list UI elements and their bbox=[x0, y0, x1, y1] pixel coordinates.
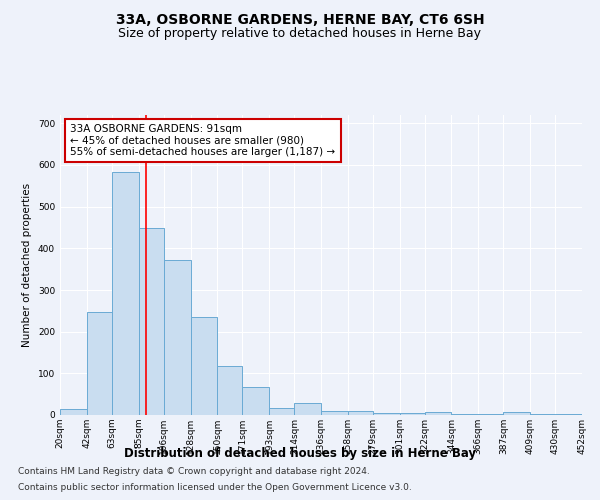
Bar bbox=[321, 411, 347, 415]
Text: Distribution of detached houses by size in Herne Bay: Distribution of detached houses by size … bbox=[124, 448, 476, 460]
Bar bbox=[347, 411, 373, 415]
Bar bbox=[139, 228, 164, 415]
Bar bbox=[530, 414, 556, 415]
Bar bbox=[269, 408, 295, 415]
Text: Contains HM Land Registry data © Crown copyright and database right 2024.: Contains HM Land Registry data © Crown c… bbox=[18, 467, 370, 476]
Bar bbox=[478, 414, 503, 415]
Bar bbox=[164, 260, 191, 415]
Bar bbox=[217, 366, 242, 415]
Bar bbox=[373, 413, 400, 415]
Bar bbox=[242, 386, 269, 415]
Bar bbox=[503, 412, 530, 415]
Bar bbox=[86, 312, 112, 415]
Bar bbox=[295, 404, 321, 415]
Text: Size of property relative to detached houses in Herne Bay: Size of property relative to detached ho… bbox=[119, 28, 482, 40]
Bar bbox=[556, 414, 582, 415]
Bar bbox=[191, 316, 217, 415]
Y-axis label: Number of detached properties: Number of detached properties bbox=[22, 183, 32, 347]
Bar bbox=[425, 412, 451, 415]
Bar bbox=[400, 413, 425, 415]
Bar bbox=[60, 409, 86, 415]
Bar bbox=[451, 414, 478, 415]
Bar bbox=[112, 172, 139, 415]
Text: Contains public sector information licensed under the Open Government Licence v3: Contains public sector information licen… bbox=[18, 484, 412, 492]
Text: 33A OSBORNE GARDENS: 91sqm
← 45% of detached houses are smaller (980)
55% of sem: 33A OSBORNE GARDENS: 91sqm ← 45% of deta… bbox=[70, 124, 335, 157]
Text: 33A, OSBORNE GARDENS, HERNE BAY, CT6 6SH: 33A, OSBORNE GARDENS, HERNE BAY, CT6 6SH bbox=[116, 12, 484, 26]
